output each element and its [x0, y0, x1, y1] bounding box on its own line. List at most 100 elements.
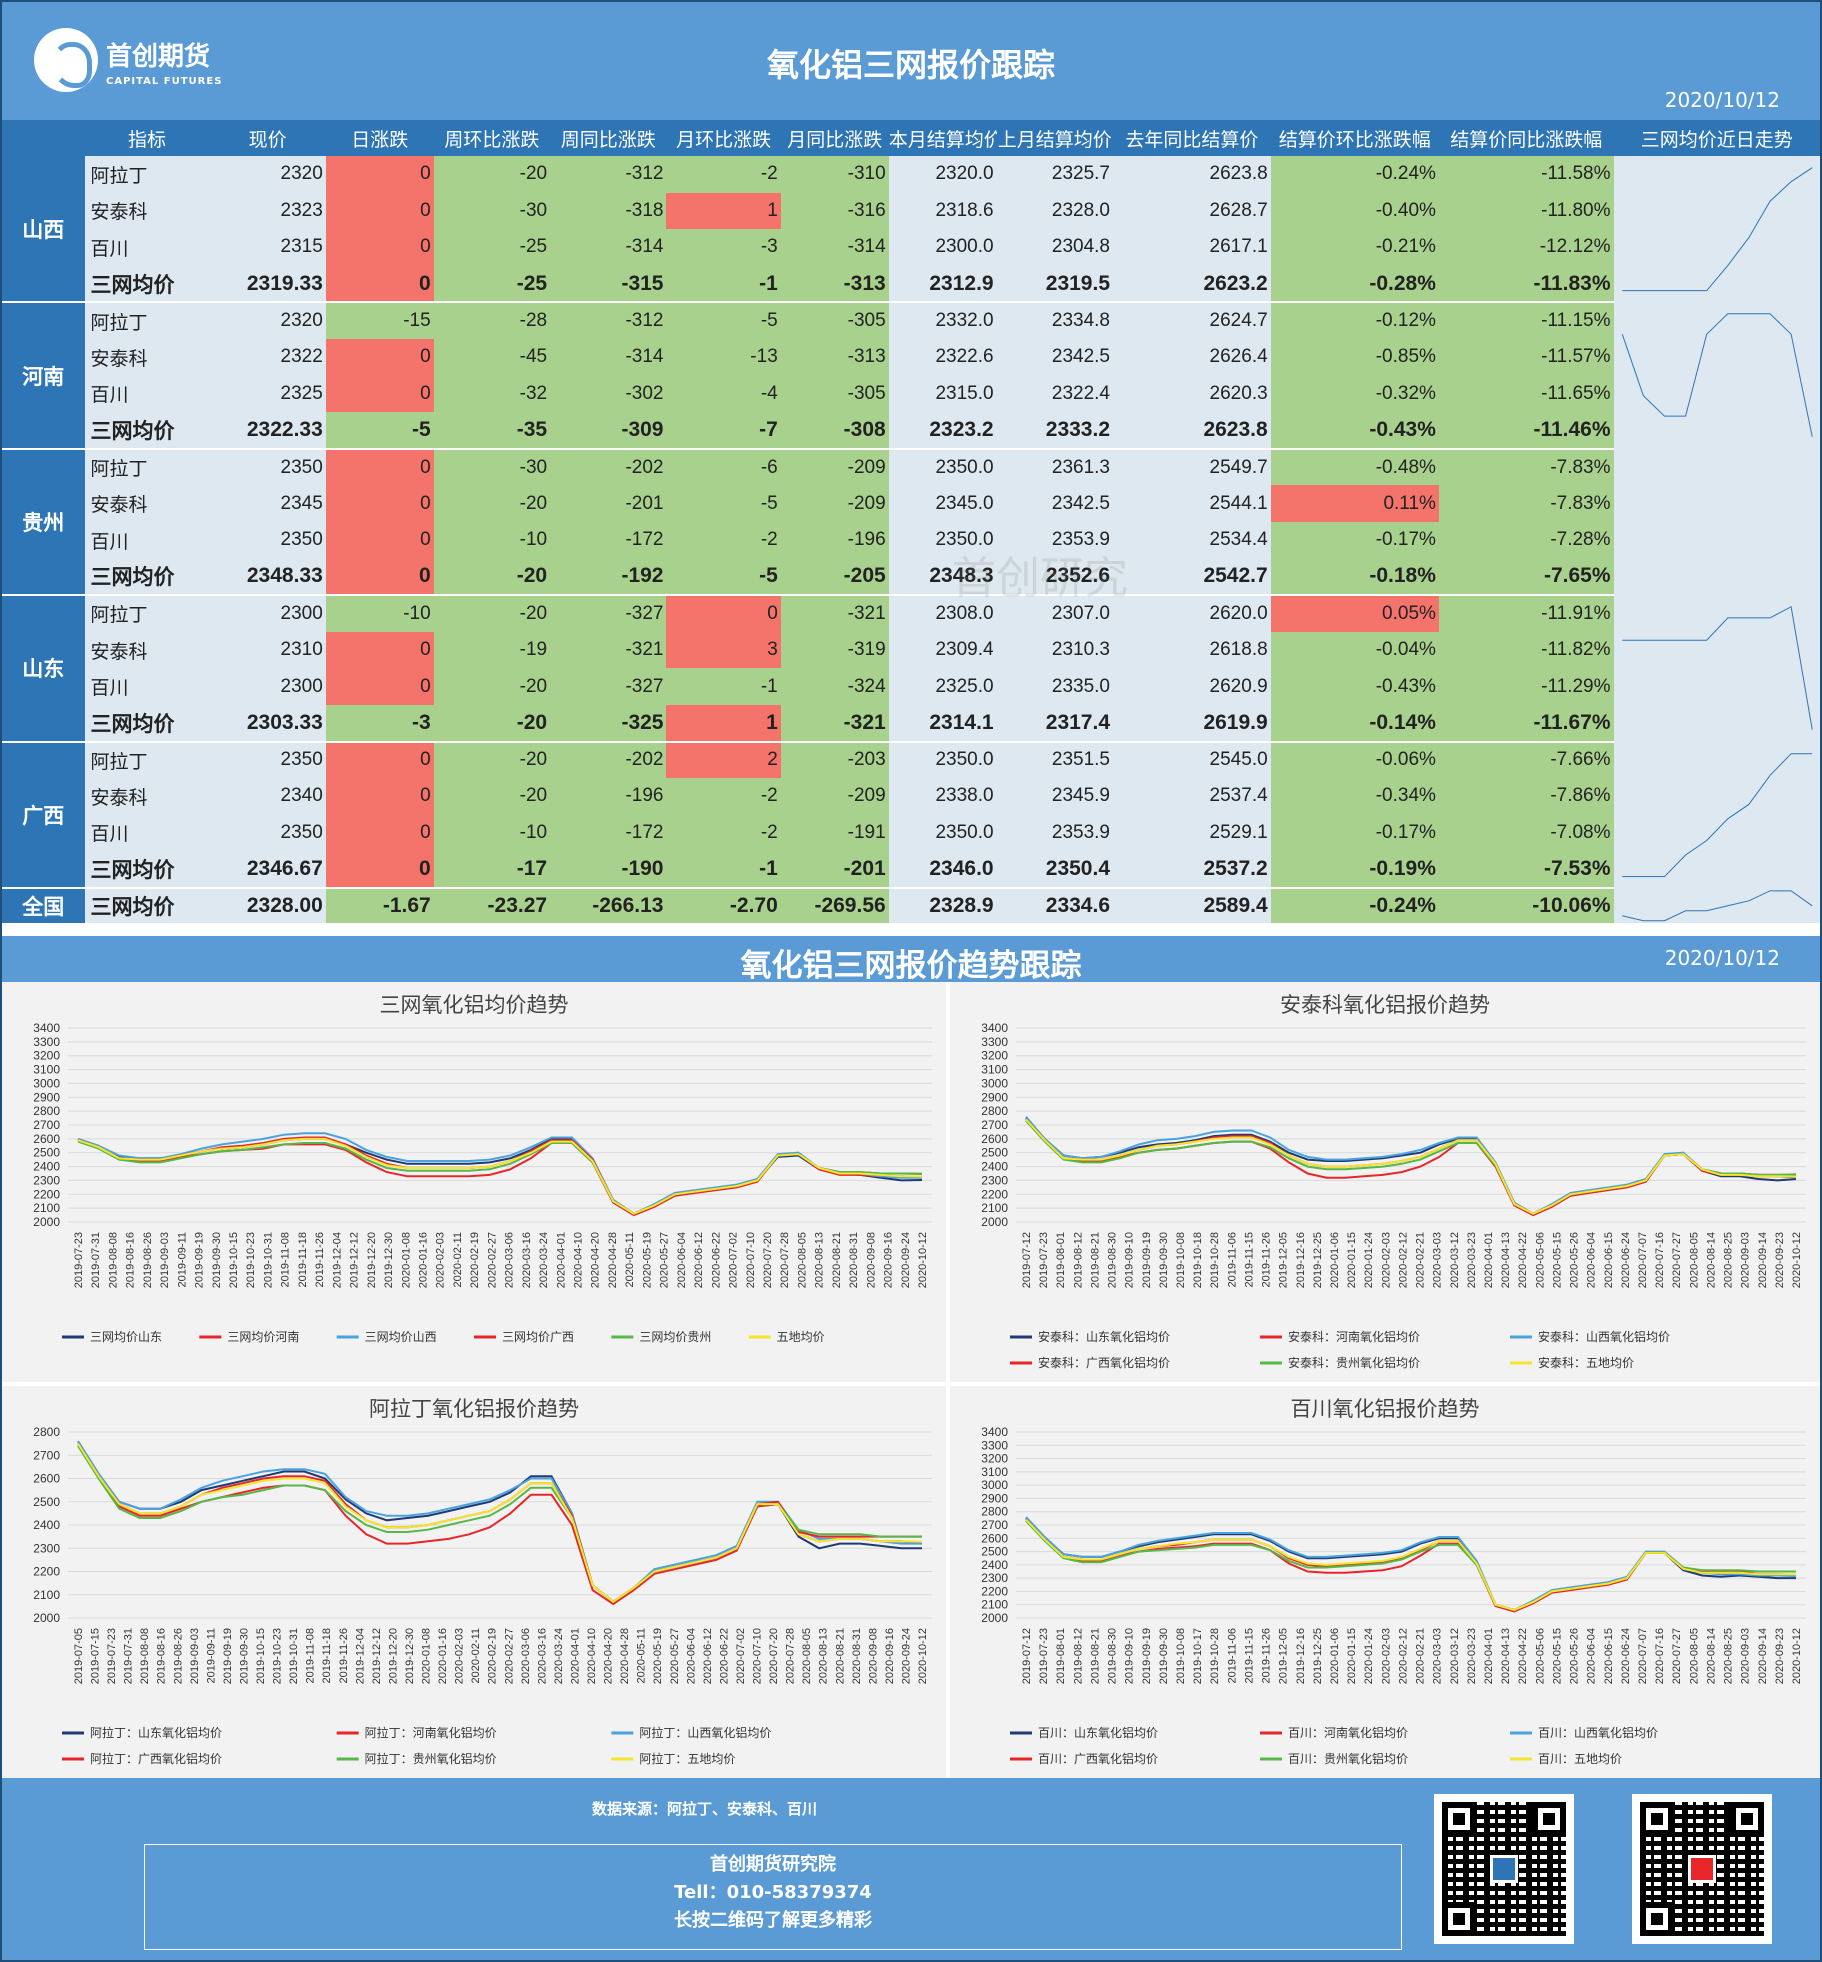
- cell-p2: -11.46%: [1438, 412, 1614, 450]
- national-row: 全国 三网均价 2328.00 -1.67 -23.27 -266.13 -2.70 -269…: [2, 887, 1820, 926]
- cell-s1: 2312.9: [888, 265, 997, 304]
- cell-my: -313: [780, 265, 889, 304]
- x-tick-label: 2020-06-22: [710, 1232, 722, 1288]
- x-tick-label: 2019-11-15: [1243, 1628, 1255, 1683]
- y-tick-label: 3200: [981, 1452, 1008, 1466]
- series-line: [1025, 1120, 1797, 1215]
- cell-p1: -0.04%: [1270, 631, 1439, 669]
- cell-wy: -314: [550, 229, 667, 266]
- cell-s1: 2300.0: [888, 229, 997, 266]
- x-tick-label: 2020-09-24: [900, 1232, 912, 1288]
- cell-wy: -302: [550, 375, 667, 413]
- cell-my: -324: [780, 668, 889, 705]
- y-tick-label: 2300: [981, 1571, 1008, 1585]
- cell-s2: 2353.9: [996, 521, 1113, 559]
- cell-s2: 2350.4: [996, 851, 1113, 889]
- cell-wy: -201: [550, 485, 667, 522]
- cell-w: -20: [433, 778, 551, 815]
- x-tick-label: 2019-09-19: [222, 1628, 234, 1684]
- cell-p1: -0.12%: [1270, 302, 1439, 339]
- x-tick-label: 2020-02-27: [503, 1628, 515, 1684]
- qr-code-2-icon[interactable]: [1632, 1794, 1772, 1944]
- cell-p1: -0.24%: [1270, 156, 1439, 193]
- series-line: [1025, 1117, 1797, 1215]
- x-tick-label: 2020-01-16: [417, 1232, 429, 1288]
- series-line: [77, 1132, 923, 1215]
- x-tick-label: 2020-01-24: [1363, 1628, 1375, 1684]
- legend-label: 安泰科：山东氧化铝均价: [1038, 1329, 1170, 1344]
- chart-aladdin: 阿拉丁氧化铝报价趋势 2000 2100 2200 2300 2400 2500 2600 27…: [2, 1386, 946, 1778]
- item-label: 安泰科: [84, 631, 210, 669]
- x-tick-label: 2019-07-12: [1021, 1232, 1033, 1288]
- column-header: 三网均价近日走势: [1613, 120, 1820, 156]
- cell-p2: -7.28%: [1438, 521, 1614, 559]
- x-tick-label: 2020-04-13: [1500, 1232, 1512, 1288]
- legend-label: 安泰科：五地均价: [1538, 1355, 1634, 1370]
- cell-my: -321: [780, 704, 889, 743]
- trend-sparkline: [1614, 595, 1820, 741]
- cell-p2: -11.67%: [1438, 704, 1614, 743]
- x-tick-label: 2020-02-11: [452, 1232, 464, 1287]
- y-tick-label: 2200: [981, 1584, 1008, 1598]
- series-line: [77, 1445, 922, 1603]
- y-tick-label: 2000: [33, 1611, 60, 1625]
- cell-s3: 2545.0: [1113, 741, 1271, 779]
- cell-wy: -266.13: [550, 887, 667, 926]
- x-tick-label: 2020-04-20: [590, 1232, 602, 1288]
- trend-section-header: 氧化铝三网报价趋势跟踪 2020/10/12: [2, 936, 1820, 984]
- x-tick-label: 2020-02-21: [1415, 1628, 1427, 1684]
- cell-d: 0: [325, 192, 434, 230]
- column-header: 周同比涨跌: [550, 120, 667, 156]
- x-tick-label: 2020-03-24: [553, 1628, 565, 1684]
- cell-s3: 2628.7: [1113, 192, 1271, 230]
- qr-code-1-icon[interactable]: [1434, 1794, 1574, 1944]
- x-tick-label: 2020-04-13: [1500, 1628, 1512, 1684]
- cell-s3: 2542.7: [1113, 558, 1271, 597]
- x-tick-label: 2020-03-23: [1466, 1232, 1478, 1288]
- trend-cell: [1613, 741, 1820, 888]
- cell-p2: -7.86%: [1438, 778, 1614, 815]
- x-tick-label: 2020-09-23: [1774, 1628, 1786, 1684]
- cell-cur: 2340: [209, 778, 326, 815]
- cell-s3: 2624.7: [1113, 302, 1271, 339]
- cell-my: -305: [780, 375, 889, 413]
- qr-logo-icon: [1490, 1855, 1518, 1883]
- legend-label: 阿拉丁：广西氧化铝均价: [90, 1751, 222, 1766]
- y-tick-label: 2900: [981, 1491, 1008, 1505]
- legend-label: 百川：山西氧化铝均价: [1538, 1725, 1658, 1740]
- region-label: 广西: [2, 741, 85, 889]
- cell-wy: -315: [550, 265, 667, 304]
- cell-d: 0: [325, 851, 434, 889]
- table-row: 河南 阿拉丁 2320 -15 -28 -312 -5 -305 2332.0 2334.8 262…: [2, 302, 1820, 450]
- cell-cur: 2300: [209, 595, 326, 632]
- x-tick-label: 2020-07-20: [768, 1628, 780, 1684]
- x-tick-label: 2019-08-16: [125, 1232, 137, 1288]
- cell-cur: 2310: [209, 631, 326, 669]
- x-tick-label: 2020-05-26: [1569, 1628, 1581, 1684]
- x-tick-label: 2020-08-05: [1688, 1232, 1700, 1288]
- cell-p1: -0.85%: [1270, 338, 1439, 376]
- cell-s1: 2323.2: [888, 412, 997, 450]
- cell-cur: 2348.33: [209, 558, 326, 597]
- cell-p2: -7.83%: [1438, 448, 1614, 486]
- cell-d: -5: [325, 412, 434, 450]
- legend-label: 安泰科：山西氧化铝均价: [1538, 1329, 1670, 1344]
- cell-s3: 2537.4: [1113, 778, 1271, 815]
- x-tick-label: 2020-08-13: [818, 1628, 830, 1684]
- x-tick-label: 2020-01-24: [1363, 1232, 1375, 1288]
- cell-d: 0: [325, 375, 434, 413]
- x-tick-label: 2020-09-23: [1774, 1232, 1786, 1288]
- x-tick-label: 2020-01-16: [437, 1628, 449, 1684]
- x-tick-label: 2020-08-25: [1723, 1232, 1735, 1288]
- cell-wy: -318: [550, 192, 667, 230]
- cell-w: -28: [433, 302, 551, 339]
- column-header: 本月结算均价: [888, 120, 997, 156]
- cell-s1: 2332.0: [888, 302, 997, 339]
- cell-cur: 2328.00: [209, 887, 326, 926]
- x-tick-label: 2020-06-12: [693, 1232, 705, 1288]
- cell-p1: -0.43%: [1270, 412, 1439, 450]
- column-header: 现价: [209, 120, 326, 156]
- company-logo: 首创期货 CAPITAL FUTURES: [34, 28, 224, 94]
- x-tick-label: 2019-08-08: [139, 1628, 151, 1684]
- x-tick-label: 2020-08-13: [814, 1232, 826, 1288]
